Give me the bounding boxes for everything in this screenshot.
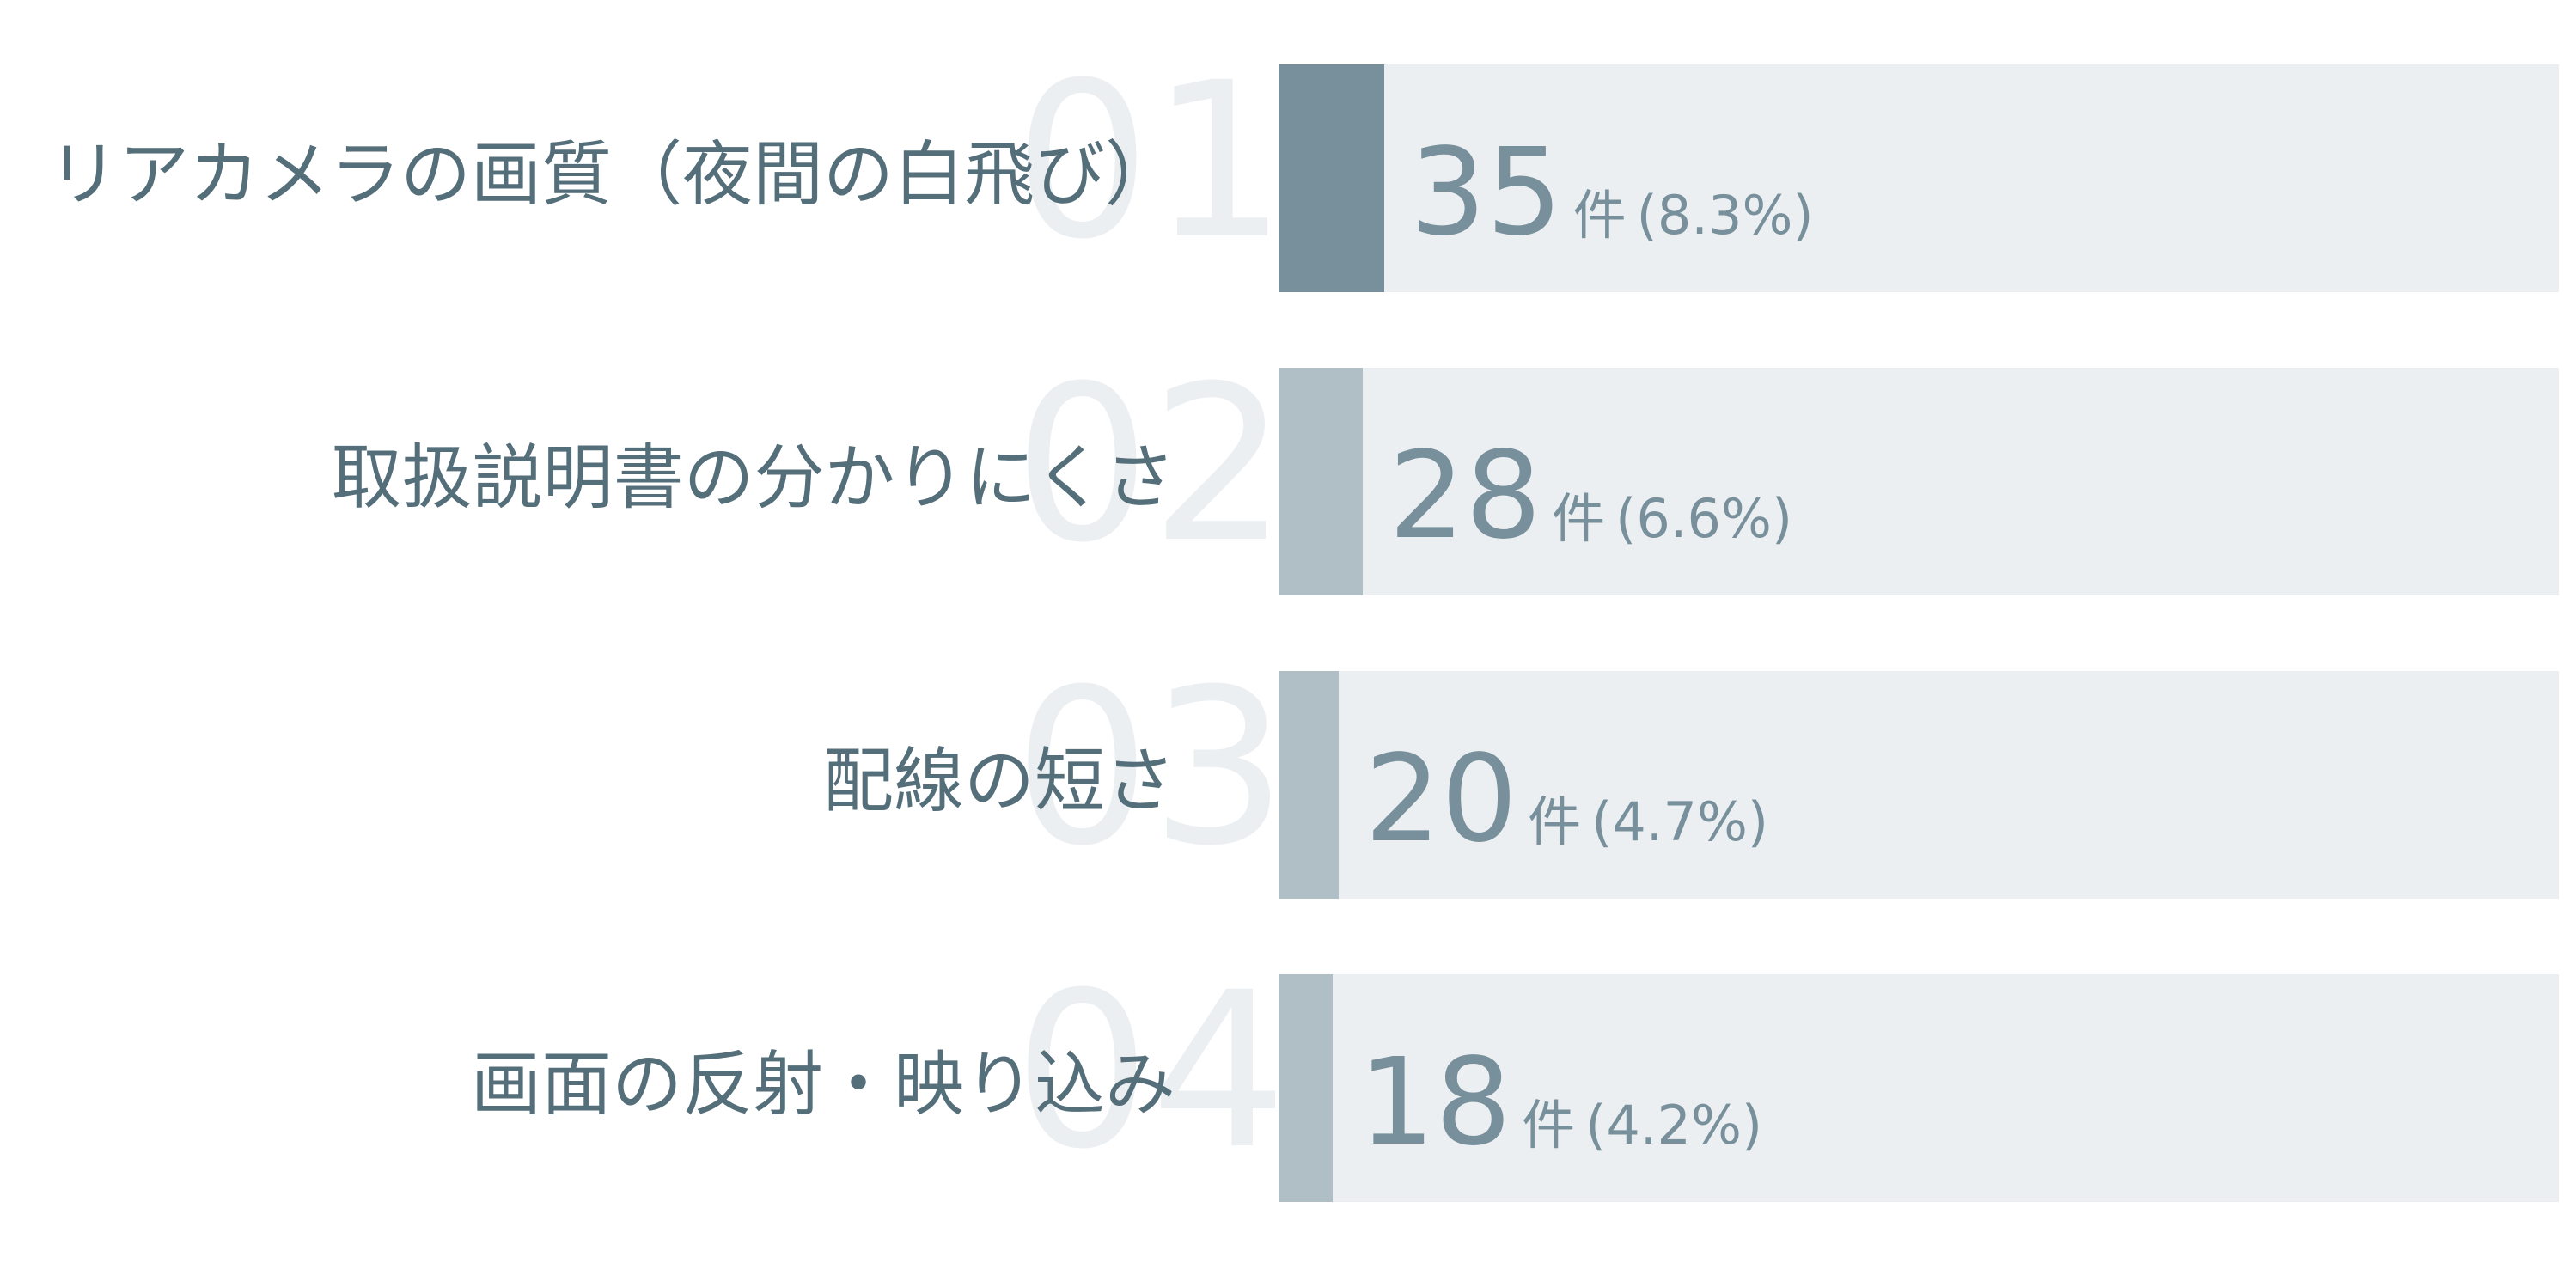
- value-percent: (4.7%): [1591, 790, 1769, 853]
- category-label: 取扱説明書の分かりにくさ: [331, 437, 1175, 519]
- rank-number: 01: [1013, 36, 1287, 286]
- bar-track: 20 件 (4.7%): [1279, 671, 2559, 899]
- chart-row: 01 リアカメラの画質（夜間の白飛び） 35 件 (8.3%): [0, 54, 2576, 292]
- value-label-group: 35 件 (8.3%): [1410, 133, 1814, 253]
- bar-track: 35 件 (8.3%): [1279, 64, 2559, 292]
- value-label-group: 20 件 (4.7%): [1364, 740, 1768, 860]
- bar-track: 28 件 (6.6%): [1279, 368, 2559, 595]
- value-label-group: 28 件 (6.6%): [1389, 436, 1792, 557]
- bar: [1279, 368, 1363, 595]
- value-unit: 件: [1572, 184, 1627, 247]
- value-percent: (4.2%): [1585, 1094, 1763, 1156]
- value-label-group: 18 件 (4.2%): [1358, 1043, 1762, 1163]
- value-number: 20: [1364, 729, 1518, 869]
- rank-number: 04: [1013, 946, 1287, 1196]
- chart-row: 02 取扱説明書の分かりにくさ 28 件 (6.6%): [0, 357, 2576, 595]
- bar: [1279, 64, 1384, 292]
- category-label: 画面の反射・映り込み: [470, 1044, 1175, 1126]
- value-number: 28: [1389, 426, 1542, 566]
- bar-track: 18 件 (4.2%): [1279, 974, 2559, 1202]
- bar: [1279, 671, 1339, 899]
- bar: [1279, 974, 1333, 1202]
- category-label: 配線の短さ: [822, 741, 1175, 822]
- value-unit: 件: [1522, 1094, 1576, 1156]
- rank-number: 02: [1013, 339, 1287, 589]
- chart-row: 04 画面の反射・映り込み 18 件 (4.2%): [0, 964, 2576, 1202]
- rank-number: 03: [1013, 643, 1287, 893]
- chart-row: 03 配線の短さ 20 件 (4.7%): [0, 661, 2576, 899]
- value-number: 35: [1409, 123, 1563, 263]
- value-percent: (8.3%): [1636, 184, 1814, 247]
- category-label: リアカメラの画質（夜間の白飛び）: [47, 134, 1175, 216]
- value-unit: 件: [1552, 487, 1606, 550]
- value-unit: 件: [1528, 790, 1582, 853]
- value-percent: (6.6%): [1615, 487, 1793, 550]
- value-number: 18: [1358, 1033, 1512, 1173]
